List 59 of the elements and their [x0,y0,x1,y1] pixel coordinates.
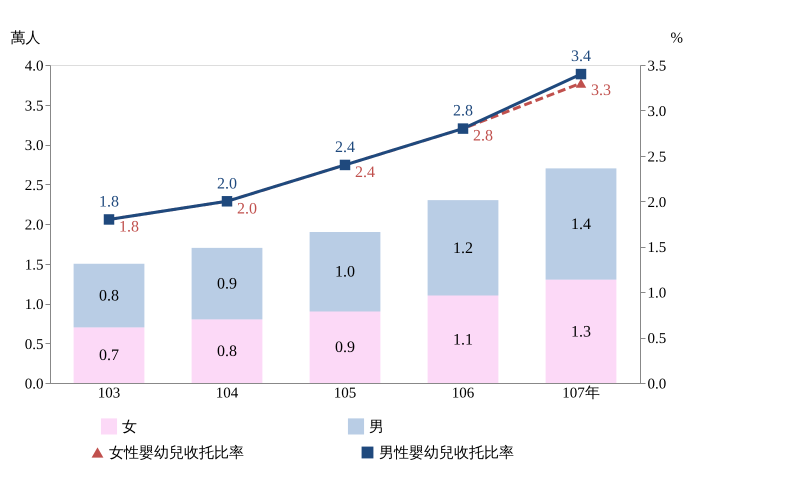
bar [310,311,380,383]
data-label: 0.8 [217,343,237,360]
bar [310,232,380,312]
bar [74,264,144,328]
y2-tick-label: 1.5 [648,240,666,256]
y-tick-label: 1.5 [24,257,44,274]
bar [546,168,616,280]
x-tick-label: 103 [98,386,120,402]
data-label: 2.4 [355,164,375,181]
data-label: 0.9 [217,276,237,293]
data-label: 2.0 [237,200,257,218]
bar [192,319,262,383]
x-tick-label: 107年 [562,384,600,402]
bar [192,248,262,320]
data-label: 1.8 [99,193,119,210]
data-label: 1.3 [571,323,591,340]
data-label: 1.4 [571,216,591,233]
y2-axis-title: % [670,30,683,46]
data-label: 0.8 [99,288,119,305]
x-tick-label: 104 [216,386,239,402]
y-axis-title: 萬人 [10,30,40,46]
y2-tick-label: 1.0 [648,286,666,302]
data-label: 2.4 [335,138,355,156]
legend-label: 男 [369,419,384,436]
legend-label: 女性嬰幼兒收托比率 [109,444,244,462]
y-tick-label: 4.0 [24,58,44,74]
data-label: 2.8 [453,102,473,120]
x-tick-label: 105 [334,386,356,402]
bar [546,280,616,383]
y-tick-label: 0.0 [24,376,44,392]
y-tick-label: 1.0 [24,297,44,313]
data-label: 1.8 [119,218,139,236]
y2-tick-label: 3.5 [648,58,666,74]
y2-tick-label: 2.0 [648,194,666,211]
x-tick-label: 106 [452,386,475,402]
data-label: 1.1 [453,331,473,348]
bar [74,327,144,383]
legend-label: 男性嬰幼兒收托比率 [379,444,514,462]
y-tick-label: 2.0 [24,218,44,234]
data-label: 3.4 [571,48,591,66]
data-label: 2.0 [217,175,237,192]
data-label: 3.3 [591,82,611,100]
y-tick-label: 3.5 [24,98,44,114]
data-label: 1.2 [453,240,473,257]
data-label: 0.9 [335,339,355,356]
y-tick-label: 0.5 [24,336,44,353]
legend-label: 女 [122,418,137,436]
bar [428,200,498,296]
bar [428,296,498,383]
y2-tick-label: 2.5 [648,149,666,166]
y-tick-label: 2.5 [24,178,44,194]
y2-tick-label: 0.0 [648,376,666,392]
data-label: 2.8 [473,128,493,145]
data-label: 1.0 [335,264,355,281]
y2-tick-label: 0.5 [648,331,666,348]
y-tick-label: 3.0 [24,138,44,154]
y2-tick-label: 3.0 [648,104,666,120]
point [576,68,586,80]
data-label: 0.7 [99,347,119,364]
